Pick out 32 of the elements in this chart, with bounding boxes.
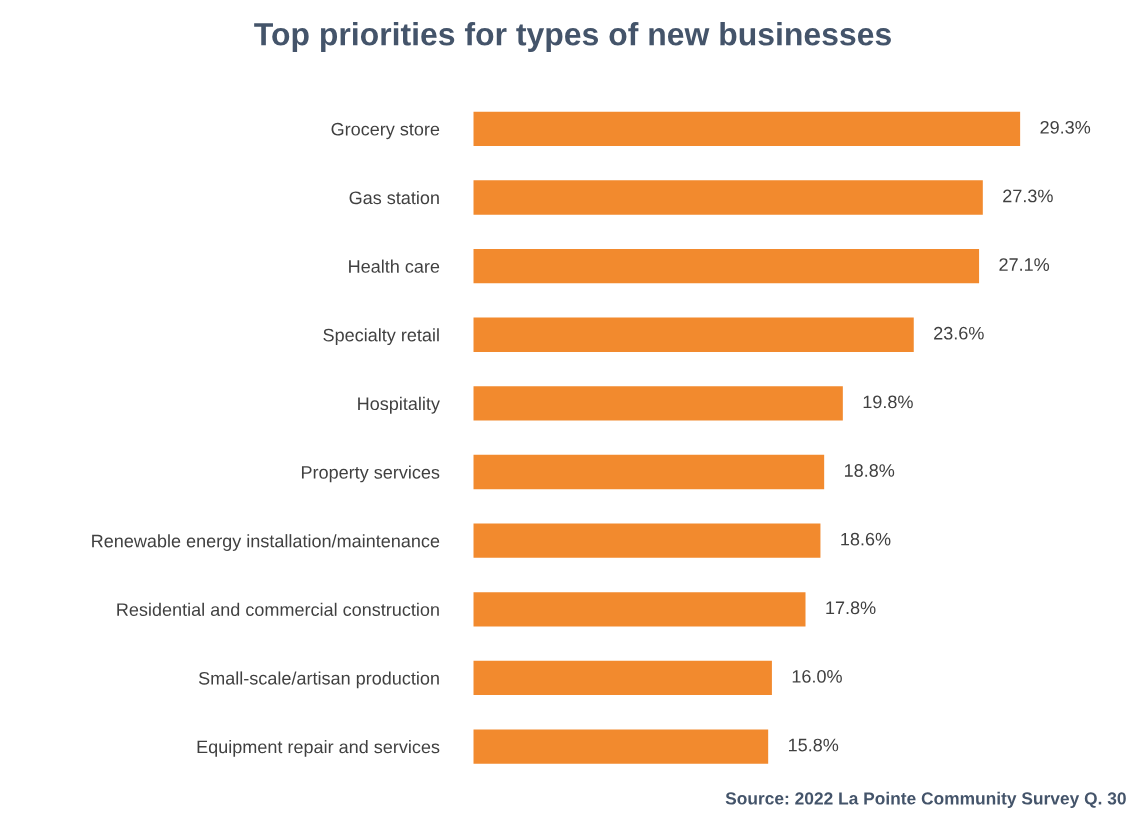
y-tick-label: Specialty retail	[323, 328, 439, 346]
source-note: Source: 2022 La Pointe Community Survey Q. 30	[725, 791, 1126, 809]
bar	[473, 248, 980, 284]
y-tick-label: Hospitality	[358, 396, 440, 414]
data-label: 27.3%	[1003, 189, 1053, 203]
data-label: 16.0%	[792, 670, 842, 683]
bar	[473, 111, 1021, 147]
y-tick-label: Small-scale/artisan production	[198, 671, 439, 689]
y-tick-label: Health care	[349, 259, 440, 273]
bar	[473, 729, 769, 764]
chart-title: Top priorities for types of new businesses	[254, 22, 891, 52]
y-tick-label: Grocery store	[331, 122, 440, 140]
data-label: 18.6%	[841, 532, 891, 546]
data-label: 17.8%	[826, 601, 876, 615]
y-tick-label: Gas station	[349, 190, 439, 205]
data-label: 15.8%	[789, 738, 839, 752]
bar	[473, 523, 821, 558]
y-tick-label: Property services	[301, 465, 440, 483]
data-label: 23.6%	[934, 326, 984, 340]
bar	[473, 317, 914, 352]
data-label: 29.3%	[1040, 120, 1091, 134]
y-tick-label: Renewable energy installation/maintenance	[92, 534, 440, 551]
data-label: 18.8%	[844, 464, 895, 477]
bar	[473, 592, 806, 627]
y-tick-label: Equipment repair and services	[197, 740, 440, 757]
bar	[473, 454, 825, 490]
bar	[473, 180, 983, 215]
data-label: 19.8%	[863, 395, 913, 409]
y-tick-label: Residential and commercial construction	[117, 602, 439, 617]
data-label: 27.1%	[999, 258, 1050, 271]
bar	[473, 660, 772, 696]
bar	[473, 386, 843, 421]
